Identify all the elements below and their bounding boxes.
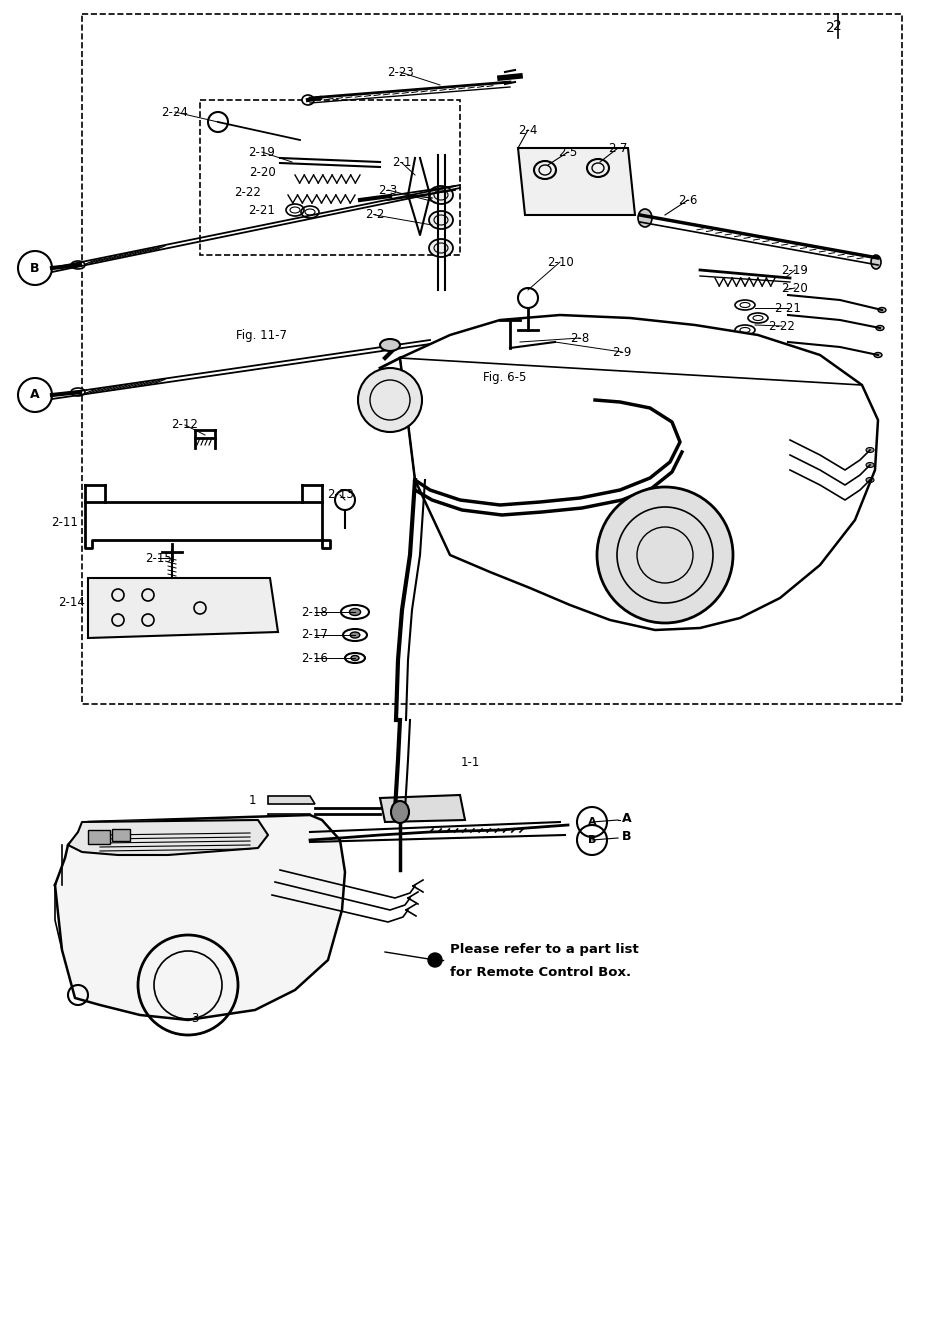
Ellipse shape bbox=[71, 389, 85, 397]
Text: 1: 1 bbox=[248, 793, 256, 807]
Text: 2-23: 2-23 bbox=[387, 66, 414, 79]
Text: A: A bbox=[622, 812, 632, 824]
Text: 2-15: 2-15 bbox=[145, 552, 171, 564]
Text: Fig. 6-5: Fig. 6-5 bbox=[483, 371, 527, 385]
Ellipse shape bbox=[638, 209, 652, 226]
Text: A: A bbox=[588, 817, 596, 827]
Text: 2-19: 2-19 bbox=[249, 146, 275, 158]
Text: 2-17: 2-17 bbox=[301, 628, 329, 642]
Text: 2-4: 2-4 bbox=[519, 123, 537, 137]
Text: 2-20: 2-20 bbox=[249, 166, 275, 178]
Polygon shape bbox=[380, 795, 465, 821]
Circle shape bbox=[597, 486, 733, 623]
Bar bbox=[88, 829, 110, 844]
Text: 2-8: 2-8 bbox=[570, 331, 590, 344]
Ellipse shape bbox=[351, 655, 359, 661]
Ellipse shape bbox=[343, 628, 367, 641]
Text: 2-20: 2-20 bbox=[782, 281, 809, 295]
Ellipse shape bbox=[871, 255, 881, 269]
Text: 2-22: 2-22 bbox=[768, 319, 796, 332]
Text: 2: 2 bbox=[826, 21, 834, 35]
Text: 2: 2 bbox=[833, 19, 841, 34]
Text: B: B bbox=[622, 829, 632, 843]
Bar bbox=[112, 829, 130, 842]
Text: 2-14: 2-14 bbox=[59, 595, 85, 608]
Polygon shape bbox=[268, 813, 315, 821]
Text: 2-11: 2-11 bbox=[51, 516, 79, 528]
Text: 2-18: 2-18 bbox=[301, 606, 329, 619]
Ellipse shape bbox=[429, 186, 453, 204]
Text: 1-1: 1-1 bbox=[461, 756, 479, 769]
Ellipse shape bbox=[866, 477, 874, 482]
Ellipse shape bbox=[380, 339, 400, 351]
Text: B: B bbox=[588, 835, 596, 846]
Text: 2-6: 2-6 bbox=[679, 193, 697, 206]
Ellipse shape bbox=[874, 352, 882, 358]
Ellipse shape bbox=[350, 632, 359, 638]
Text: 2-21: 2-21 bbox=[775, 302, 801, 315]
Ellipse shape bbox=[345, 653, 365, 663]
Ellipse shape bbox=[876, 326, 884, 331]
Text: 2-19: 2-19 bbox=[782, 264, 809, 276]
Ellipse shape bbox=[429, 210, 453, 229]
Ellipse shape bbox=[878, 307, 886, 312]
Ellipse shape bbox=[866, 462, 874, 468]
Text: 2-16: 2-16 bbox=[301, 651, 329, 665]
Text: 2-1: 2-1 bbox=[392, 157, 412, 169]
Polygon shape bbox=[268, 796, 315, 804]
Text: Fig. 11-7: Fig. 11-7 bbox=[237, 328, 287, 342]
Text: 2-7: 2-7 bbox=[608, 142, 628, 154]
Circle shape bbox=[358, 369, 422, 431]
Text: 2-5: 2-5 bbox=[559, 146, 578, 158]
Polygon shape bbox=[68, 820, 268, 855]
Text: 2-13: 2-13 bbox=[327, 489, 354, 501]
Circle shape bbox=[428, 953, 442, 967]
Text: 2-24: 2-24 bbox=[162, 106, 188, 118]
Text: 2-2: 2-2 bbox=[365, 209, 385, 221]
Text: Please refer to a part list: Please refer to a part list bbox=[450, 943, 638, 957]
Text: 3: 3 bbox=[191, 1012, 198, 1025]
Text: A: A bbox=[30, 389, 40, 402]
Text: 2-10: 2-10 bbox=[547, 256, 574, 268]
Ellipse shape bbox=[349, 608, 360, 615]
Text: 2-22: 2-22 bbox=[235, 185, 261, 198]
Polygon shape bbox=[88, 578, 278, 638]
Text: 2-12: 2-12 bbox=[171, 418, 198, 431]
Text: B: B bbox=[30, 261, 39, 275]
Text: 2-3: 2-3 bbox=[378, 184, 398, 197]
Polygon shape bbox=[55, 815, 345, 1020]
Ellipse shape bbox=[341, 604, 369, 619]
Polygon shape bbox=[400, 315, 878, 630]
Text: 2-21: 2-21 bbox=[249, 204, 275, 217]
Ellipse shape bbox=[71, 261, 85, 269]
Text: for Remote Control Box.: for Remote Control Box. bbox=[450, 966, 631, 978]
Ellipse shape bbox=[302, 95, 314, 105]
Ellipse shape bbox=[391, 801, 409, 823]
Text: 2-9: 2-9 bbox=[612, 346, 632, 359]
Polygon shape bbox=[518, 147, 635, 214]
Ellipse shape bbox=[866, 448, 874, 453]
Ellipse shape bbox=[429, 239, 453, 257]
